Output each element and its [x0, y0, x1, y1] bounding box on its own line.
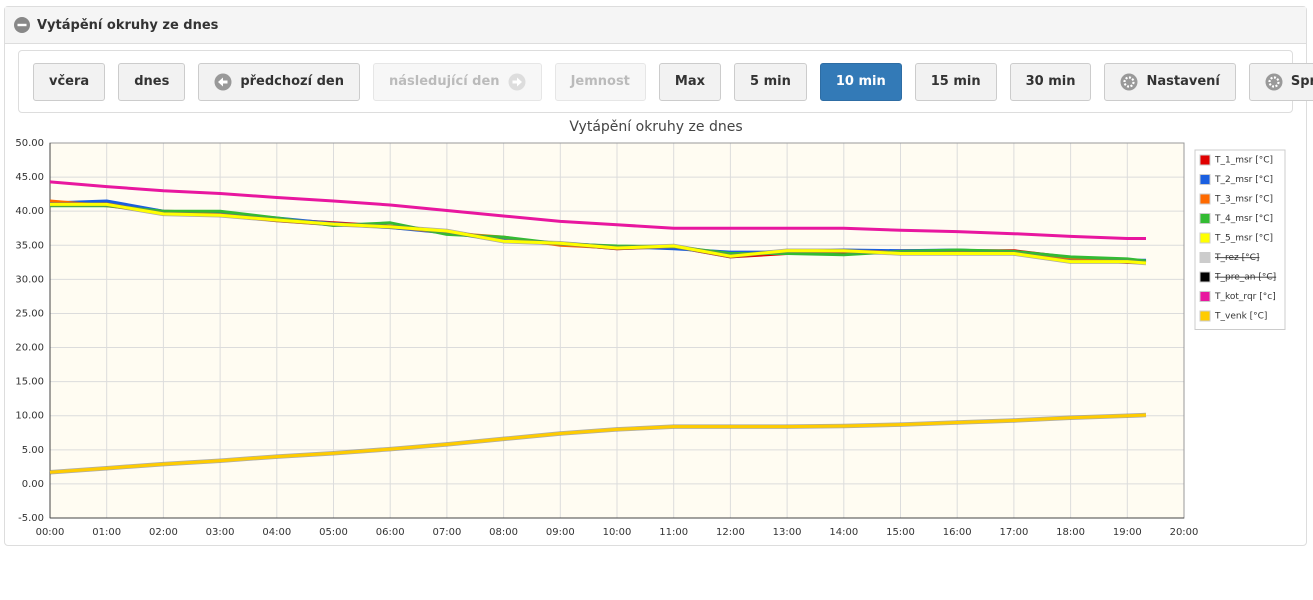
legend-swatch [1199, 232, 1211, 244]
x-tick-label: 06:00 [376, 527, 405, 538]
x-tick-label: 03:00 [206, 527, 235, 538]
toolbar-button[interactable]: Nastavení [1104, 62, 1236, 101]
button-label: Jemnost [570, 74, 630, 89]
button-label[interactable]: 15 min [930, 74, 981, 89]
legend-swatch [1199, 291, 1211, 302]
y-tick-label: 10.00 [15, 411, 44, 422]
button-label: následující den [388, 74, 500, 89]
legend-label: T_1_msr [°C] [1214, 156, 1273, 166]
legend-swatch [1199, 213, 1211, 224]
legend-swatch [1199, 252, 1211, 263]
x-tick-label: 09:00 [546, 527, 575, 538]
toolbar-button[interactable]: 5 min [734, 62, 807, 101]
toolbar-button: následující den [372, 62, 542, 101]
y-tick-label: 0.00 [22, 479, 44, 490]
legend-label: T_3_msr [°C] [1214, 195, 1273, 205]
legend-label: T_5_msr [°C] [1214, 234, 1273, 244]
icon-circle [1120, 73, 1138, 90]
toolbar-button[interactable]: 30 min [1009, 62, 1092, 101]
button-icon [1265, 73, 1283, 90]
toolbar-button[interactable]: 10 min [819, 62, 902, 101]
legend-label: T_2_msr [°C] [1214, 175, 1273, 185]
panel-header: Vytápění okruhy ze dnes [5, 7, 1306, 44]
button-label[interactable]: 30 min [1025, 74, 1076, 89]
y-tick-label: 25.00 [15, 308, 44, 319]
x-tick-label: 14:00 [829, 527, 858, 538]
y-tick-label: 45.00 [15, 172, 44, 183]
x-tick-label: 04:00 [262, 527, 291, 538]
button-label[interactable]: dnes [134, 74, 170, 89]
x-tick-label: 10:00 [603, 527, 632, 538]
x-tick-label: 01:00 [92, 527, 121, 538]
toolbar-button[interactable]: dnes [118, 62, 186, 101]
legend-swatch [1199, 193, 1211, 205]
button-label[interactable]: předchozí den [240, 74, 344, 89]
x-tick-label: 13:00 [773, 527, 802, 538]
series-line [50, 202, 1147, 265]
legend-label: T_rez [°C] [1214, 253, 1259, 263]
y-tick-label: 35.00 [15, 240, 44, 251]
icon-gear [1123, 75, 1136, 88]
x-tick-label: 11:00 [659, 527, 688, 538]
toolbar-button[interactable]: včera [33, 62, 106, 101]
collapse-icon[interactable] [13, 16, 31, 34]
x-tick-label: 19:00 [1113, 527, 1142, 538]
legend-label: T_4_msr [°C] [1214, 214, 1273, 224]
x-tick-label: 20:00 [1170, 527, 1199, 538]
y-tick-label: 20.00 [15, 343, 44, 354]
x-tick-label: 00:00 [36, 527, 65, 538]
button-icon [1120, 73, 1138, 90]
button-label[interactable]: Max [674, 74, 706, 89]
legend-swatch [1199, 310, 1211, 322]
x-tick-label: 08:00 [489, 527, 518, 538]
legend-label: T_kot_rqr [°c] [1214, 292, 1276, 302]
toolbar-button[interactable]: 15 min [914, 62, 997, 101]
legend-swatch [1199, 271, 1211, 283]
panel-title: Vytápění okruhy ze dnes [37, 17, 219, 33]
legend-swatch [1199, 174, 1211, 185]
x-tick-label: 17:00 [999, 527, 1028, 538]
icon-gear [1268, 75, 1280, 88]
y-tick-label: 15.00 [15, 377, 44, 388]
toolbar-button: Jemnost [554, 62, 646, 101]
y-tick-label: 40.00 [15, 206, 44, 217]
toolbar: včera dnes předchozí den následující den Jem… [18, 50, 1313, 113]
x-tick-label: 02:00 [149, 527, 178, 538]
icon-circle [1265, 73, 1283, 90]
toolbar-button[interactable]: předchozí den [198, 62, 360, 101]
icon-arrow [218, 77, 228, 86]
x-tick-label: 15:00 [886, 527, 915, 538]
x-tick-label: 07:00 [432, 527, 461, 538]
icon-arrow [512, 77, 522, 86]
series-line [49, 413, 1147, 474]
x-tick-label: 12:00 [716, 527, 745, 538]
legend-swatch [1199, 154, 1211, 166]
button-label[interactable]: 5 min [750, 74, 791, 89]
series-line [49, 180, 1146, 240]
y-tick-label: 5.00 [22, 445, 44, 456]
button-icon [508, 73, 526, 90]
button-label[interactable]: včera [49, 74, 90, 89]
button-icon [214, 73, 232, 90]
legend-label: T_pre_an [°C] [1214, 273, 1276, 283]
button-label[interactable]: 10 min [835, 74, 886, 89]
x-tick-label: 16:00 [943, 527, 972, 538]
toolbar-button[interactable]: Max [658, 62, 722, 101]
y-tick-label: 30.00 [15, 274, 44, 285]
button-label[interactable]: Nastavení [1146, 74, 1220, 89]
toolbar-button[interactable]: Správa průběhů [1248, 62, 1313, 101]
x-tick-label: 18:00 [1056, 527, 1085, 538]
y-tick-label: 50.00 [15, 138, 44, 149]
y-tick-label: -5.00 [18, 513, 44, 524]
chart-title: Vytápění okruhy ze dnes [569, 119, 742, 135]
x-tick-label: 05:00 [319, 527, 348, 538]
panel: Vytápění okruhy ze dnes [4, 6, 1307, 546]
legend-label: T_venk [°C] [1214, 312, 1267, 322]
button-label[interactable]: Správa průběhů [1290, 74, 1313, 89]
